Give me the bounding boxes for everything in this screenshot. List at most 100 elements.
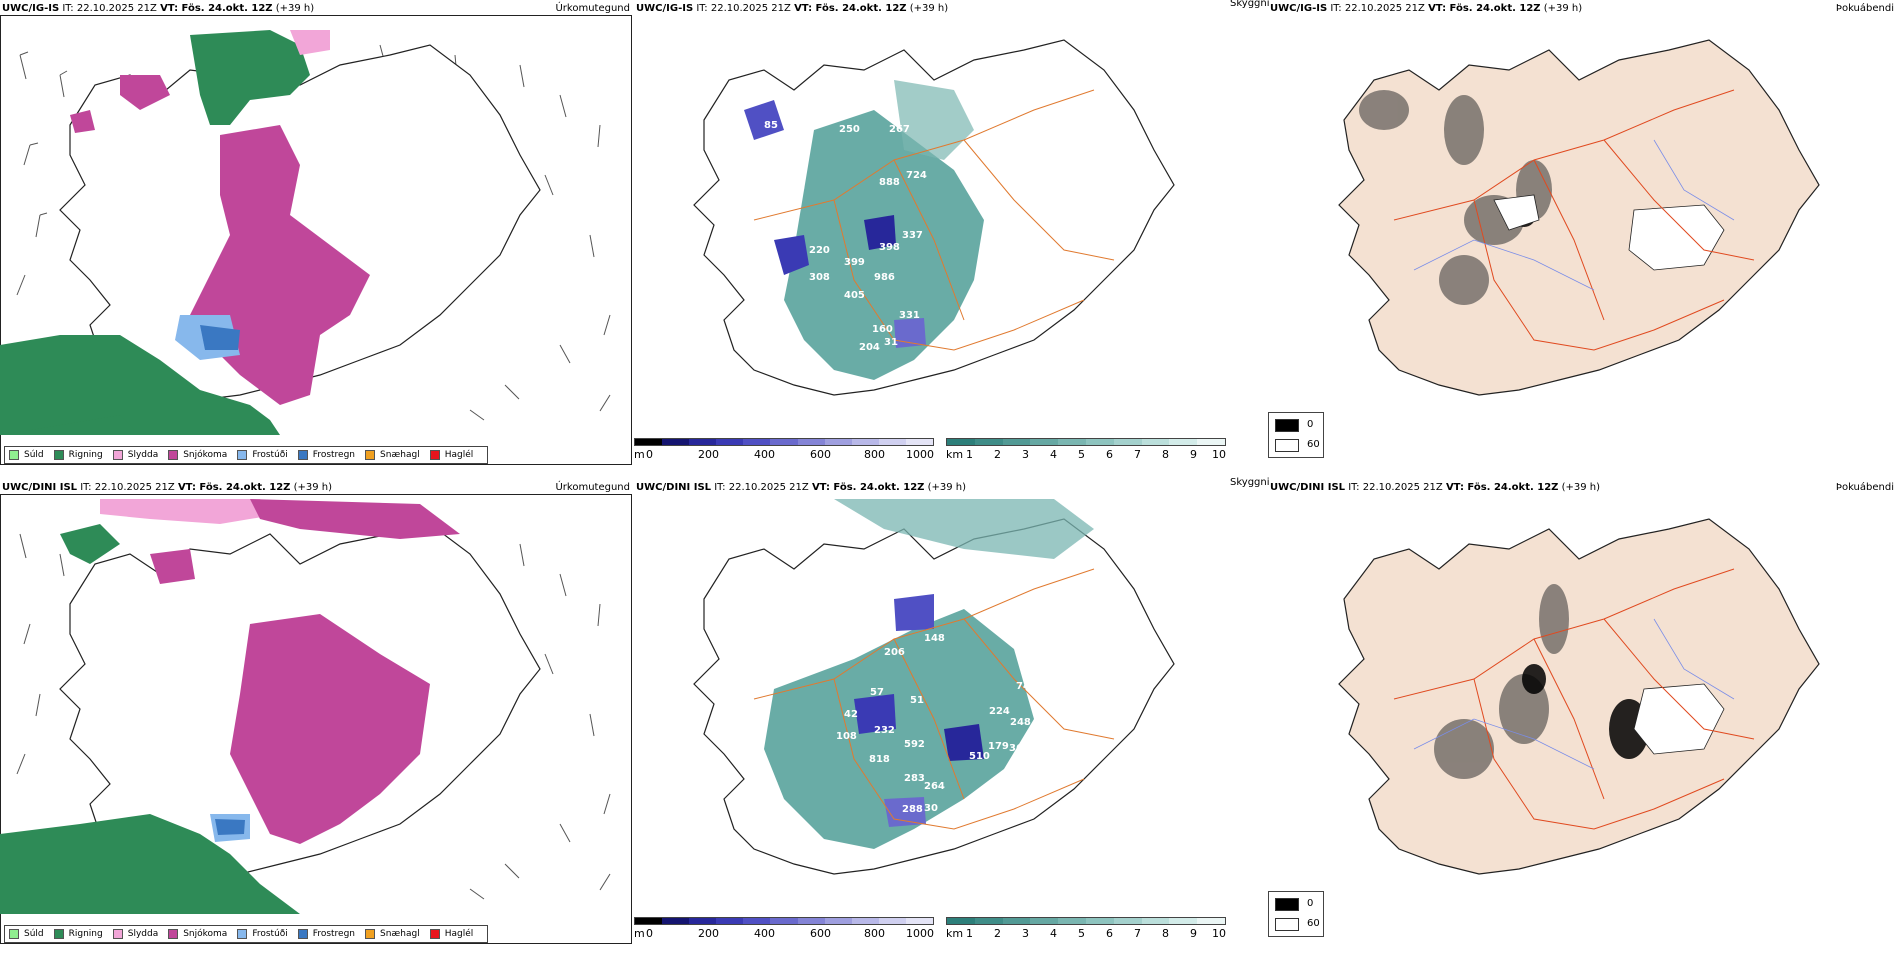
colorbar-tick: 6 (1106, 927, 1113, 940)
legend-label: Snæhagl (380, 450, 420, 460)
fog-key-swatch-black (1275, 419, 1299, 432)
model-name: UWC/IG-IS (2, 3, 60, 14)
colorbar-track (946, 438, 1226, 446)
fog-map (1338, 39, 1820, 396)
cloud-base-label: 232 (874, 725, 895, 736)
coastline (1338, 39, 1820, 396)
colorbar-track (946, 917, 1226, 925)
colorbar-tick: 9 (1190, 927, 1197, 940)
valid-time: VT: Fös. 24.okt. 12Z (1428, 3, 1541, 14)
forecast-row-dini-isl: UWC/DINI ISL IT: 22.10.2025 21Z VT: Fös.… (0, 477, 1900, 954)
colorbar-tick: 3 (1022, 448, 1029, 461)
cloud-base-label: 108 (836, 731, 857, 742)
legend-item-frostudi: Frostúði (237, 928, 288, 940)
cloud-base-label: 248 (1010, 717, 1031, 728)
legend-swatch (237, 450, 248, 460)
precip-legend: Súld Rigning Slydda Snjókoma Frostúði Fr… (4, 925, 489, 943)
panel-header: UWC/DINI ISL IT: 22.10.2025 21Z VT: Fös.… (2, 482, 332, 496)
legend-item-hagel: Haglél (429, 928, 473, 940)
fog-panel: UWC/DINI ISL IT: 22.10.2025 21Z VT: Fös.… (1234, 479, 1900, 949)
legend-swatch (365, 450, 376, 460)
colorbar-unit: km (946, 448, 964, 461)
legend-swatch (168, 929, 179, 939)
cloud-base-label: 160 (872, 324, 893, 335)
cloud-base-label: 85 (764, 120, 778, 131)
visibility-map: 85 250 267 888 724 337 398 399 220 308 4… (693, 39, 1175, 396)
lead-time: (+39 h) (927, 482, 967, 493)
colorbar-unit: m (634, 927, 645, 940)
init-time: IT: 22.10.2025 21Z (1348, 482, 1443, 493)
visibility-panel: UWC/IG-IS IT: 22.10.2025 21Z VT: Fös. 24… (634, 0, 1270, 470)
model-name: UWC/IG-IS (1270, 3, 1328, 14)
legend-item-sud: Súld (9, 449, 44, 461)
colorbar-tick: 10 (1212, 927, 1226, 940)
colorbar-tick: 7 (1134, 448, 1141, 461)
fog-key-swatch-white (1275, 439, 1299, 452)
lead-time: (+39 h) (1543, 3, 1583, 14)
colorbar-tick: 1000 (906, 448, 934, 461)
colorbar-tick: 8 (1162, 448, 1169, 461)
legend-swatch (9, 929, 19, 939)
cloud-base-label: 204 (859, 342, 880, 353)
legend-swatch (9, 450, 19, 460)
legend-item-sud: Súld (9, 928, 44, 940)
legend-item-frostregn: Frostregn (297, 449, 355, 461)
panel-title: Þokuábendi (1835, 482, 1894, 493)
valid-time: VT: Fös. 24.okt. 12Z (794, 3, 907, 14)
fog-key-label: 60 (1307, 439, 1320, 450)
valid-time: VT: Fös. 24.okt. 12Z (160, 3, 273, 14)
colorbar-tick: 8 (1162, 927, 1169, 940)
panel-title: Þokuábendi (1835, 3, 1894, 14)
precip-legend: Súld Rigning Slydda Snjókoma Frostúði Fr… (4, 446, 489, 464)
colorbar-track (634, 917, 934, 925)
colorbar-tick: 1 (966, 927, 973, 940)
colorbar-tick: 5 (1078, 927, 1085, 940)
panel-header: UWC/DINI ISL IT: 22.10.2025 21Z VT: Fös.… (1270, 482, 1600, 496)
legend-swatch (365, 929, 376, 939)
colorbar-tick: 2 (994, 448, 1001, 461)
model-name: UWC/DINI ISL (1270, 482, 1346, 493)
cloud-base-label: 108 (784, 182, 805, 193)
colorbar-tick: 4 (1050, 448, 1057, 461)
legend-label: Snæhagl (380, 929, 420, 939)
legend-label: Súld (24, 450, 44, 460)
visibility-colorbar: km 1 2 3 4 5 6 7 8 9 10 (946, 438, 1226, 462)
colorbar-tick: 600 (810, 448, 831, 461)
init-time: IT: 22.10.2025 21Z (696, 3, 791, 14)
init-time: IT: 22.10.2025 21Z (80, 482, 175, 493)
colorbar-tick: 5 (1078, 448, 1085, 461)
init-time: IT: 22.10.2025 21Z (62, 3, 157, 14)
panel-title: Úrkomutegund (555, 3, 630, 14)
colorbar-tick: 600 (810, 927, 831, 940)
cloud-base-label: 398 (879, 242, 900, 253)
valid-time: VT: Fös. 24.okt. 12Z (811, 482, 925, 493)
cloud-base-label: 592 (904, 739, 925, 750)
legend-label: Snjókoma (183, 929, 228, 939)
colorbar-track (634, 438, 934, 446)
cloud-base-label: 337 (902, 230, 923, 241)
cloud-base-label: 308 (809, 272, 830, 283)
cloud-base-label: 31 (884, 337, 898, 348)
legend-item-frostudi: Frostúði (237, 449, 288, 461)
cloud-base-label: 224 (989, 706, 1010, 717)
colorbar-tick: 9 (1190, 448, 1197, 461)
legend-swatch (168, 450, 179, 460)
legend-label: Rigning (68, 929, 103, 939)
road-network (753, 89, 1115, 351)
legend-label: Frostregn (312, 929, 356, 939)
panel-title: Úrkomutegund (555, 482, 630, 493)
cloud-base-label: 220 (809, 245, 830, 256)
river-network (1413, 139, 1735, 291)
panel-title: Skyggni (1230, 0, 1270, 9)
cloud-base-label: 77 (756, 304, 770, 315)
cloud-base-label: 92 (771, 287, 785, 298)
road-network (753, 568, 1115, 830)
legend-swatch (429, 450, 440, 460)
precip-map (0, 30, 611, 435)
colorbar-tick: 2 (994, 927, 1001, 940)
colorbar-unit: km (946, 927, 964, 940)
legend-label: Rigning (68, 450, 103, 460)
lead-time: (+39 h) (909, 3, 949, 14)
cloud-base-label: 190 (749, 287, 770, 298)
legend-item-frostregn: Frostregn (297, 928, 356, 940)
